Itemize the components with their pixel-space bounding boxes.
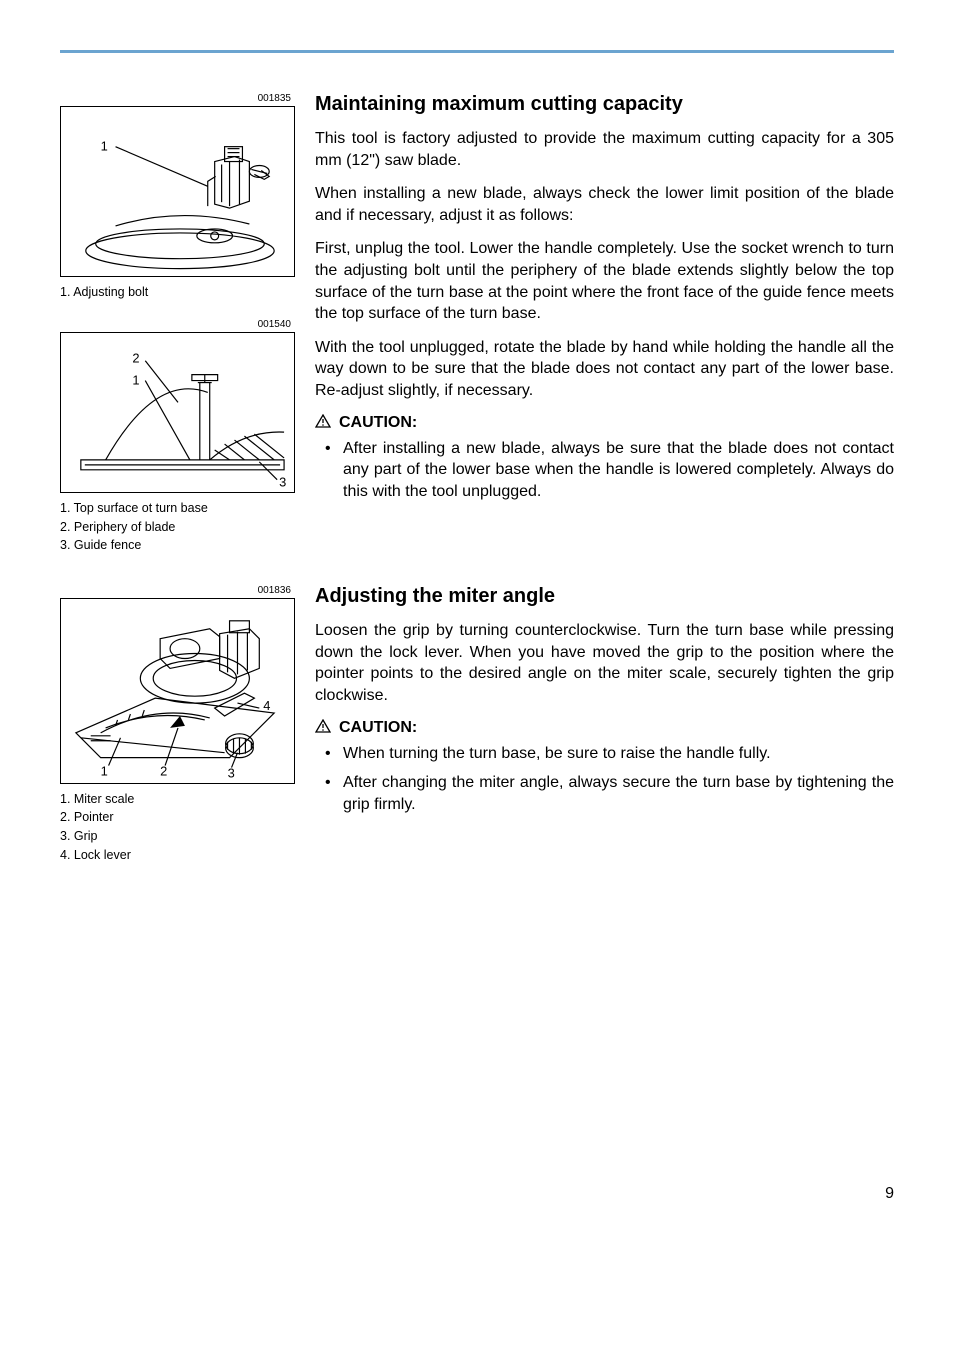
fig3-callout-1: 1 xyxy=(101,764,108,779)
fig3-caption-1: 1. Miter scale xyxy=(60,790,295,809)
fig2-caption-1: 1. Top surface ot turn base xyxy=(60,499,295,518)
s1-caution-label: CAUTION: xyxy=(339,414,417,432)
section2-text: Adjusting the miter angle Loosen the gri… xyxy=(315,585,894,823)
fig2-callout-1: 1 xyxy=(132,373,139,388)
section1-heading: Maintaining maximum cutting capacity xyxy=(315,93,894,116)
fig3-caption-3: 3. Grip xyxy=(60,827,295,846)
figure-column-2: 001836 xyxy=(60,585,295,864)
s2-caution-label: CAUTION: xyxy=(339,719,417,737)
figure3-svg: 1 2 3 4 xyxy=(61,599,294,782)
section1-text: Maintaining maximum cutting capacity Thi… xyxy=(315,93,894,510)
s1-p3: First, unplug the tool. Lower the handle… xyxy=(315,238,894,324)
fig2-caption-2: 2. Periphery of blade xyxy=(60,518,295,537)
s2-p1: Loosen the grip by turning counterclockw… xyxy=(315,620,894,706)
page-content: 001835 xyxy=(60,93,894,865)
figure-column-1: 001835 xyxy=(60,93,295,555)
figure1-svg: 1 xyxy=(61,107,294,276)
s1-caution-list: After installing a new blade, always be … xyxy=(315,438,894,503)
warning-icon xyxy=(315,414,331,431)
s2-caution-head: CAUTION: xyxy=(315,719,894,737)
figure1-captions: 1. Adjusting bolt xyxy=(60,283,295,302)
s1-p4: With the tool unplugged, rotate the blad… xyxy=(315,337,894,402)
s2-caution-item-2: After changing the miter angle, always s… xyxy=(315,772,894,815)
fig1-callout-1: 1 xyxy=(101,139,108,154)
s2-caution-list: When turning the turn base, be sure to r… xyxy=(315,743,894,816)
warning-icon xyxy=(315,719,331,736)
fig1-caption-1: 1. Adjusting bolt xyxy=(60,283,295,302)
fig2-callout-3: 3 xyxy=(279,475,286,490)
fig2-callout-2: 2 xyxy=(132,351,139,366)
fig3-caption-4: 4. Lock lever xyxy=(60,846,295,865)
figure3-captions: 1. Miter scale 2. Pointer 3. Grip 4. Loc… xyxy=(60,790,295,865)
figure3-box: 1 2 3 4 xyxy=(60,598,295,783)
figure1-code: 001835 xyxy=(60,93,295,104)
figure2-svg: 2 1 3 xyxy=(61,333,294,492)
s1-caution-item-1: After installing a new blade, always be … xyxy=(315,438,894,503)
section2-heading: Adjusting the miter angle xyxy=(315,585,894,608)
page-number: 9 xyxy=(60,1185,894,1203)
s2-caution-item-1: When turning the turn base, be sure to r… xyxy=(315,743,894,765)
s1-caution-head: CAUTION: xyxy=(315,414,894,432)
fig3-callout-4: 4 xyxy=(263,698,270,713)
fig3-caption-2: 2. Pointer xyxy=(60,808,295,827)
figure1-box: 1 xyxy=(60,106,295,277)
section-maintaining: 001835 xyxy=(60,93,894,555)
s1-p1: This tool is factory adjusted to provide… xyxy=(315,128,894,171)
section-miter: 001836 xyxy=(60,585,894,864)
fig3-callout-2: 2 xyxy=(160,764,167,779)
s1-p2: When installing a new blade, always chec… xyxy=(315,183,894,226)
figure2-code: 001540 xyxy=(60,319,295,330)
figure3-code: 001836 xyxy=(60,585,295,596)
figure2-box: 2 1 3 xyxy=(60,332,295,493)
fig3-callout-3: 3 xyxy=(228,766,235,781)
top-rule xyxy=(60,50,894,53)
fig2-caption-3: 3. Guide fence xyxy=(60,536,295,555)
figure2-captions: 1. Top surface ot turn base 2. Periphery… xyxy=(60,499,295,555)
